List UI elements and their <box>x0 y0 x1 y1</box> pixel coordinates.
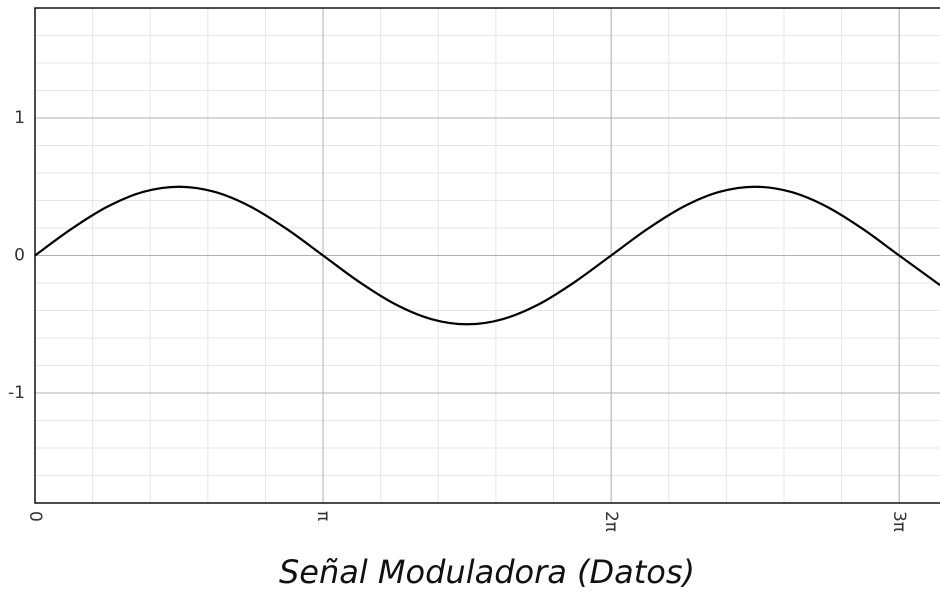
line-series <box>34 185 940 326</box>
x-tick-label: π <box>313 511 333 521</box>
x-tick-label: 2π <box>601 511 621 532</box>
y-tick-label: -1 <box>8 383 25 403</box>
x-axis-title: Señal Moduladora (Datos) <box>279 553 695 591</box>
y-tick-label: 1 <box>14 108 25 128</box>
y-tick-label: 0 <box>14 246 25 266</box>
x-tick-label: 3π <box>889 511 909 532</box>
x-tick-label: 0 <box>25 511 45 522</box>
